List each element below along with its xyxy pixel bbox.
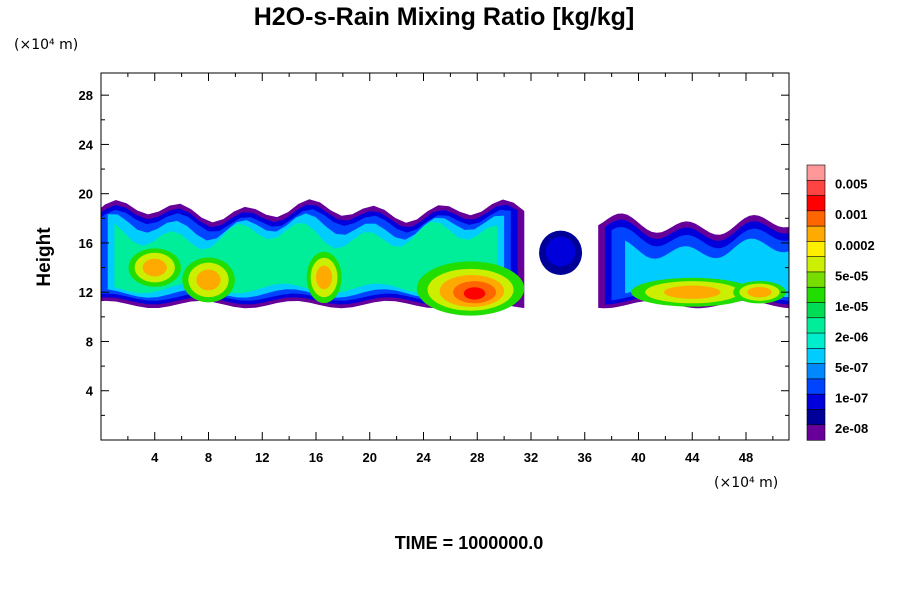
plot-frame xyxy=(100,72,790,441)
colorbar-swatch xyxy=(806,302,826,319)
colorbar-swatch xyxy=(806,271,826,288)
core-0.0002-1 xyxy=(316,265,333,290)
x-tick-label: 32 xyxy=(524,450,538,465)
colorbar-swatch xyxy=(806,241,826,258)
x-tick-label: 8 xyxy=(205,450,212,465)
colorbar-swatch xyxy=(806,332,826,349)
core-0.0002-0 xyxy=(196,269,221,291)
colorbar-label: 1e-07 xyxy=(835,391,868,406)
colorbar-label: 0.0002 xyxy=(835,238,875,253)
colorbar-label: 0.001 xyxy=(835,207,868,222)
core-0.0002-2 xyxy=(664,285,721,299)
colorbar-label: 0.005 xyxy=(835,177,868,192)
colorbar-swatch xyxy=(806,424,826,441)
field-layers xyxy=(101,199,789,316)
y-tick-label: 28 xyxy=(79,88,93,103)
colorbar-label: 5e-05 xyxy=(835,268,868,283)
colorbar-label: 2e-08 xyxy=(835,421,868,436)
core-0.0002-4 xyxy=(142,258,167,277)
colorbar-swatch xyxy=(806,195,826,212)
colorbar-label: 2e-06 xyxy=(835,329,868,344)
y-tick-label: 20 xyxy=(79,187,93,202)
colorbar-swatch xyxy=(806,225,826,242)
core-0.0002-3 xyxy=(747,287,772,298)
colorbar-swatch xyxy=(806,378,826,395)
x-tick-label: 44 xyxy=(685,450,700,465)
isolated-cell-inner xyxy=(545,236,576,267)
x-tick-label: 48 xyxy=(739,450,753,465)
mixing-ratio-field xyxy=(101,199,789,316)
peak-core-max xyxy=(463,287,486,300)
colorbar-swatch xyxy=(806,210,826,227)
x-tick-label: 20 xyxy=(363,450,377,465)
colorbar-swatch xyxy=(806,409,826,426)
x-unit-label: (×10⁴ m) xyxy=(714,475,778,491)
y-tick-label: 24 xyxy=(79,137,94,152)
colorbar-label: 5e-07 xyxy=(835,360,868,375)
x-axis: 4 8 12 16 20 24 28 32 36 40 44 48 xyxy=(127,73,774,465)
y-axis: 4 8 12 16 20 24 28 xyxy=(79,88,789,416)
colorbar-swatch xyxy=(806,393,826,411)
y-tick-label: 12 xyxy=(79,285,93,300)
colorbar-swatch xyxy=(806,286,826,304)
colorbar-swatch xyxy=(806,363,826,380)
colorbar-swatch xyxy=(806,317,826,334)
colorbar-swatch xyxy=(806,164,826,181)
y-tick-label: 4 xyxy=(86,384,94,399)
x-tick-label: 4 xyxy=(151,450,159,465)
x-tick-label: 24 xyxy=(416,450,431,465)
time-label: TIME = 1000000.0 xyxy=(395,533,544,553)
colorbar-swatch xyxy=(806,179,826,197)
x-tick-label: 12 xyxy=(255,450,269,465)
colorbar-swatch xyxy=(806,348,826,365)
x-tick-label: 16 xyxy=(309,450,323,465)
x-tick-label: 28 xyxy=(470,450,484,465)
x-tick-label: 36 xyxy=(578,450,592,465)
colorbar: 0.005 0.001 0.0002 5e-05 1e-05 2e-06 5e-07 1e-0… xyxy=(806,164,875,441)
y-tick-label: 16 xyxy=(79,236,93,251)
y-unit-label: (×10⁴ m) xyxy=(14,37,78,53)
colorbar-label: 1e-05 xyxy=(835,299,868,314)
x-tick-label: 40 xyxy=(631,450,645,465)
chart-title: H2O-s-Rain Mixing Ratio [kg/kg] xyxy=(254,3,635,31)
y-axis-label: Height xyxy=(34,227,55,287)
y-tick-label: 8 xyxy=(86,334,93,349)
colorbar-swatch xyxy=(806,256,826,273)
